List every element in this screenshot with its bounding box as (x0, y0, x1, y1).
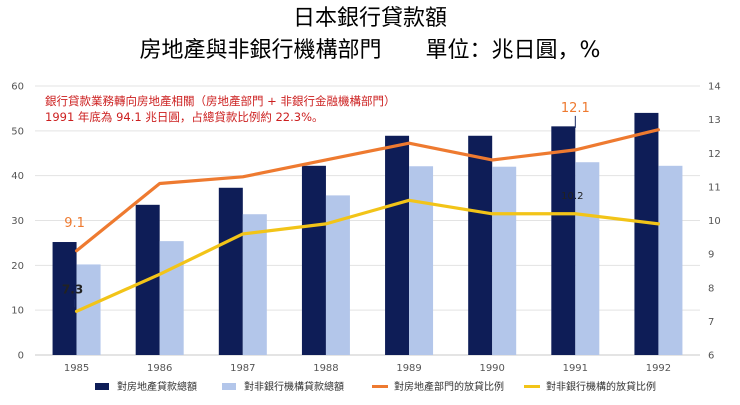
y-left-tick-label: 50 (11, 126, 24, 137)
y-right-tick-label: 6 (708, 351, 714, 362)
legend-swatch (222, 383, 236, 390)
y-right-tick-label: 13 (708, 115, 721, 126)
legend: 對房地產貸款總額 對非銀行機構貸款總額 對房地產部門的放貸比例 對非銀行機構的放貸比例 (95, 380, 656, 393)
y-left-tick-label: 60 (11, 82, 24, 93)
y-right-tick-label: 8 (708, 283, 714, 294)
y-right-tick-label: 9 (708, 250, 714, 261)
chart-title-line1: 日本銀行貸款額 (292, 6, 447, 31)
y-left-tick-label: 0 (18, 351, 24, 362)
data-label: 10.2 (561, 191, 583, 202)
y-left-tick-label: 40 (11, 171, 24, 182)
y-right-tick-label: 7 (708, 317, 714, 328)
y-left-tick-label: 20 (11, 261, 24, 272)
x-tick-label: 1989 (396, 363, 421, 374)
nonbank-loan-bar (159, 241, 184, 355)
annotation: 銀行貸款業務轉向房地產相關（房地產部門 + 非銀行金融機構部門） 1991 年底為… (45, 94, 395, 124)
x-tick-label: 1985 (64, 363, 89, 374)
data-label: 12.1 (561, 101, 590, 116)
y-right-tick-label: 11 (708, 182, 721, 193)
real-estate-loan-bar (218, 187, 243, 355)
x-tick-label: 1990 (479, 363, 504, 374)
nonbank-loan-bar (242, 214, 267, 355)
nonbank-ratio-line (74, 198, 661, 313)
x-tick-label: 1987 (230, 363, 255, 374)
data-labels: 9.1 7.3 12.1 10.2 (62, 101, 590, 308)
y-right-tick-label: 12 (708, 149, 721, 160)
annotation-line: 銀行貸款業務轉向房地產相關（房地產部門 + 非銀行金融機構部門） (45, 94, 395, 108)
y-right-tick-label: 10 (708, 216, 721, 227)
y-left-tick-label: 30 (11, 216, 24, 227)
nonbank-loan-bar (575, 162, 600, 355)
bar-series (52, 112, 683, 356)
nonbank-loan-bar (658, 165, 683, 355)
annotation-line: 1991 年底為 94.1 兆日圓，占總貸款比例約 22.3%。 (45, 110, 324, 124)
y-right-tick-label: 14 (708, 82, 721, 93)
real-estate-loan-bar (52, 242, 77, 355)
nonbank-loan-bar (409, 166, 434, 355)
x-tick-label: 1991 (563, 363, 588, 374)
y-left-tick-label: 10 (11, 306, 24, 317)
data-label: 7.3 (62, 282, 83, 296)
legend-swatch (95, 383, 109, 390)
real-estate-loan-bar (301, 165, 326, 355)
real-estate-loan-bar (634, 112, 659, 356)
legend-label: 對非銀行機構貸款總額 (244, 380, 344, 393)
legend-label: 對非銀行機構的放貸比例 (546, 380, 656, 393)
real-estate-loan-bar (385, 135, 410, 355)
axes: 0 10 20 30 40 50 60 6 7 8 9 10 11 12 13 14 1985 1986 1987 1… (11, 82, 720, 375)
line-series (74, 128, 661, 313)
real-estate-loan-bar (551, 126, 576, 355)
x-tick-label: 1992 (646, 363, 671, 374)
chart-title-line2: 房地產與非銀行機構部門 單位：兆日圓，% (139, 38, 601, 63)
real-estate-loan-bar (468, 135, 493, 355)
data-label: 9.1 (64, 216, 85, 231)
nonbank-loan-bar (492, 166, 517, 355)
legend-label: 對房地產部門的放貸比例 (394, 380, 504, 393)
legend-label: 對房地產貸款總額 (117, 380, 197, 393)
real-estate-ratio-line (74, 128, 661, 253)
x-tick-label: 1988 (313, 363, 338, 374)
x-tick-label: 1986 (147, 363, 172, 374)
gridlines (35, 85, 700, 356)
